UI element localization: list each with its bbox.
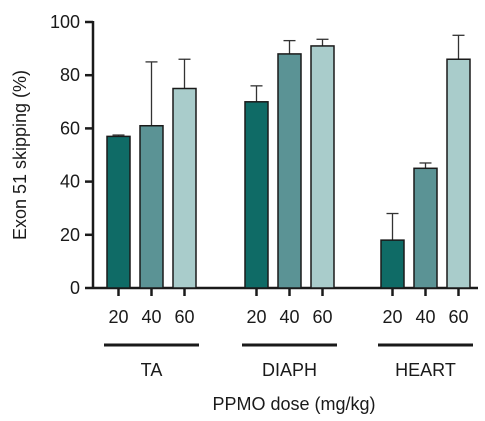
y-axis-title: Exon 51 skipping (%) (10, 70, 30, 240)
bar-diaph-40 (277, 53, 302, 289)
group-label-heart: HEART (395, 360, 456, 380)
y-tick-label-40: 40 (60, 172, 80, 192)
dose-label-diaph-20: 20 (246, 307, 266, 327)
dose-label-diaph-60: 60 (312, 307, 332, 327)
dose-label-diaph-40: 40 (279, 307, 299, 327)
bar-heart-40 (413, 167, 438, 289)
dose-label-ta-20: 20 (108, 307, 128, 327)
dose-label-heart-60: 60 (448, 307, 468, 327)
bar-ta-40 (139, 124, 164, 289)
x-axis-title: PPMO dose (mg/kg) (212, 394, 375, 414)
y-tick-label-100: 100 (50, 12, 80, 32)
dose-label-heart-20: 20 (382, 307, 402, 327)
y-tick-label-80: 80 (60, 65, 80, 85)
y-tick-label-20: 20 (60, 225, 80, 245)
bar-heart-60 (446, 58, 471, 289)
bar-ta-20 (106, 135, 131, 289)
bar-diaph-60 (310, 45, 335, 289)
dose-label-ta-40: 40 (141, 307, 161, 327)
bar-heart-20 (380, 239, 405, 289)
plot-area: 0 20 40 60 80 100 20 40 60 TA 20 40 60 DIAPH 20 40 60 HEA… (50, 12, 478, 380)
bar-ta-60 (172, 87, 197, 289)
group-label-diaph: DIAPH (262, 360, 317, 380)
y-tick-label-60: 60 (60, 118, 80, 138)
group-label-ta: TA (141, 360, 163, 380)
y-tick-label-0: 0 (70, 278, 80, 298)
dose-label-heart-40: 40 (415, 307, 435, 327)
dose-label-ta-60: 60 (174, 307, 194, 327)
bar-diaph-20 (244, 101, 269, 289)
